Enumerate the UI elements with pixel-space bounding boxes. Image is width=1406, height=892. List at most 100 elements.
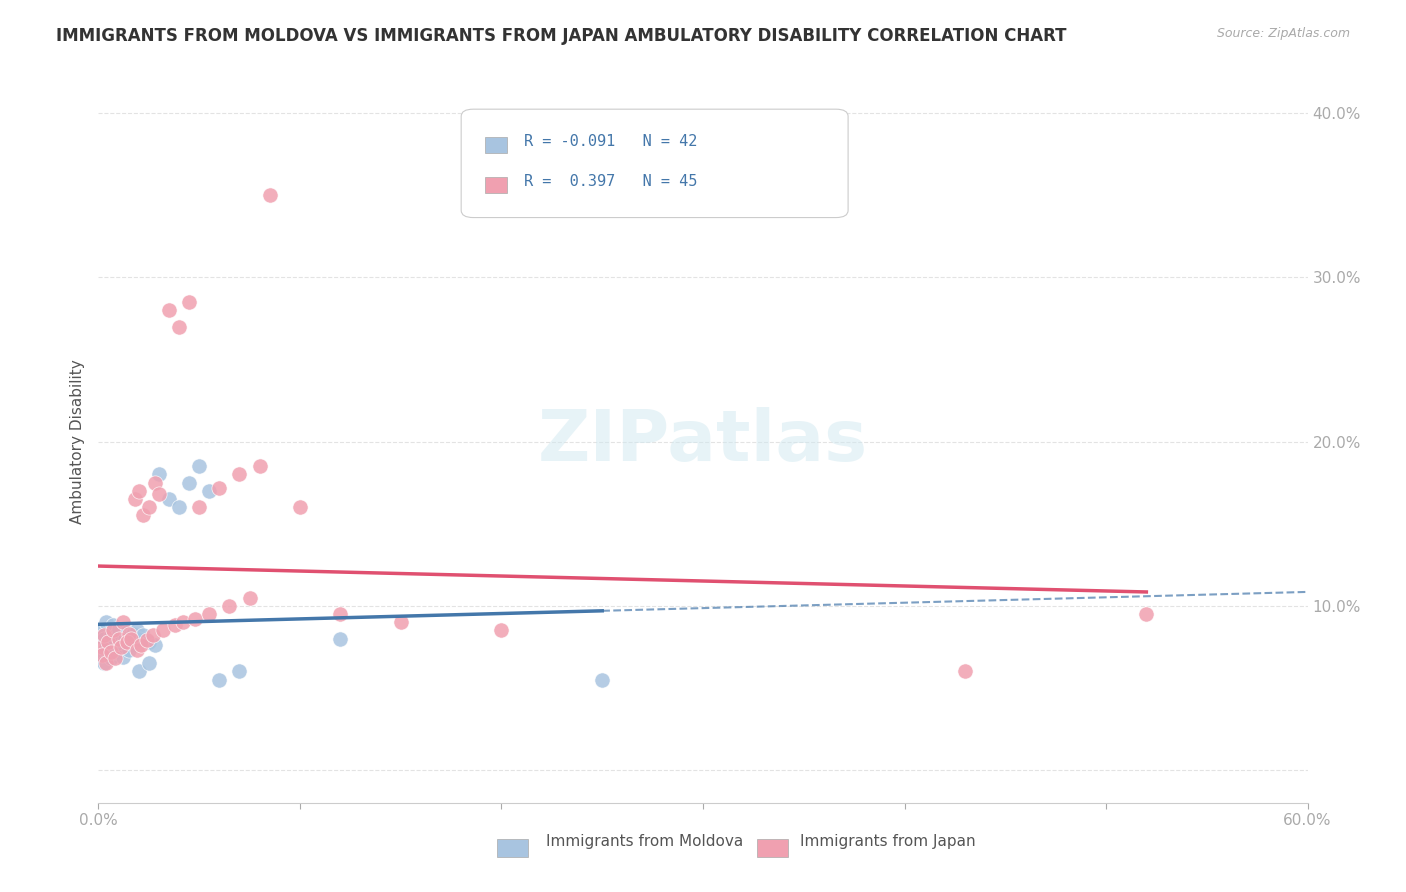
Text: IMMIGRANTS FROM MOLDOVA VS IMMIGRANTS FROM JAPAN AMBULATORY DISABILITY CORRELATI: IMMIGRANTS FROM MOLDOVA VS IMMIGRANTS FR… [56,27,1067,45]
Point [96,640,118,654]
Point [121,626,143,640]
Point [148,467,170,482]
Point [491,624,513,638]
Y-axis label: Ambulatory Disability: Ambulatory Disability [69,359,84,524]
Point [228,665,250,679]
Point [128,483,150,498]
Point [128,665,150,679]
Point [101,624,124,638]
Point [167,319,190,334]
Point [143,475,166,490]
Point [132,628,155,642]
Point [329,632,352,646]
FancyBboxPatch shape [485,137,506,153]
Point [111,649,134,664]
Point [188,459,211,474]
Point [101,618,124,632]
Point [208,481,231,495]
Point [114,632,136,646]
Point [249,459,271,474]
Point [107,632,129,646]
Point [389,615,412,630]
Point [163,618,186,632]
Text: ZIPatlas: ZIPatlas [538,407,868,476]
Point [120,638,142,652]
Point [124,491,146,506]
Point [100,651,122,665]
FancyBboxPatch shape [758,838,787,857]
Text: R = -0.091   N = 42: R = -0.091 N = 42 [524,134,697,149]
Point [115,625,138,640]
Point [228,467,250,482]
Point [100,628,122,642]
Point [111,636,134,650]
Point [288,500,311,515]
Point [100,645,122,659]
Point [107,622,129,636]
Point [143,638,166,652]
Point [91,648,114,662]
Point [103,645,125,659]
Point [218,599,240,613]
Point [97,640,120,654]
Point [591,673,613,687]
Point [107,641,129,656]
Point [110,633,132,648]
Point [142,628,165,642]
Point [128,632,150,646]
Point [239,591,262,605]
Point [118,626,141,640]
Text: Immigrants from Moldova: Immigrants from Moldova [546,834,742,849]
Point [179,295,201,310]
Point [179,475,201,490]
Point [132,508,155,523]
Point [125,643,148,657]
Point [118,630,141,644]
Point [148,487,170,501]
Point [1135,607,1157,621]
Point [129,638,152,652]
Point [167,500,190,515]
Text: Source: ZipAtlas.com: Source: ZipAtlas.com [1216,27,1350,40]
Point [105,626,128,640]
Point [138,635,160,649]
Point [329,607,352,621]
Point [125,624,148,638]
Point [118,643,141,657]
Point [138,500,160,515]
FancyBboxPatch shape [461,109,848,218]
Point [120,632,142,646]
Point [198,483,221,498]
Text: Immigrants from Japan: Immigrants from Japan [800,834,976,849]
Point [172,615,194,630]
Point [152,624,174,638]
Point [103,635,125,649]
Point [124,633,146,648]
Point [157,491,180,506]
Point [96,615,118,630]
Point [91,640,114,654]
Point [138,657,160,671]
Point [198,607,221,621]
Point [135,633,157,648]
Point [103,651,125,665]
FancyBboxPatch shape [498,838,527,857]
Point [93,657,115,671]
FancyBboxPatch shape [485,178,506,193]
Point [111,615,134,630]
Point [97,635,120,649]
Point [188,500,211,515]
Point [93,628,115,642]
Point [96,657,118,671]
Text: R =  0.397   N = 45: R = 0.397 N = 45 [524,174,697,189]
Point [91,648,114,662]
Point [259,188,281,202]
Point [115,635,138,649]
Point [93,632,115,646]
Point [157,303,180,318]
Point [208,673,231,687]
Point [110,640,132,654]
Point [184,612,207,626]
Point [953,665,976,679]
Point [91,624,114,638]
